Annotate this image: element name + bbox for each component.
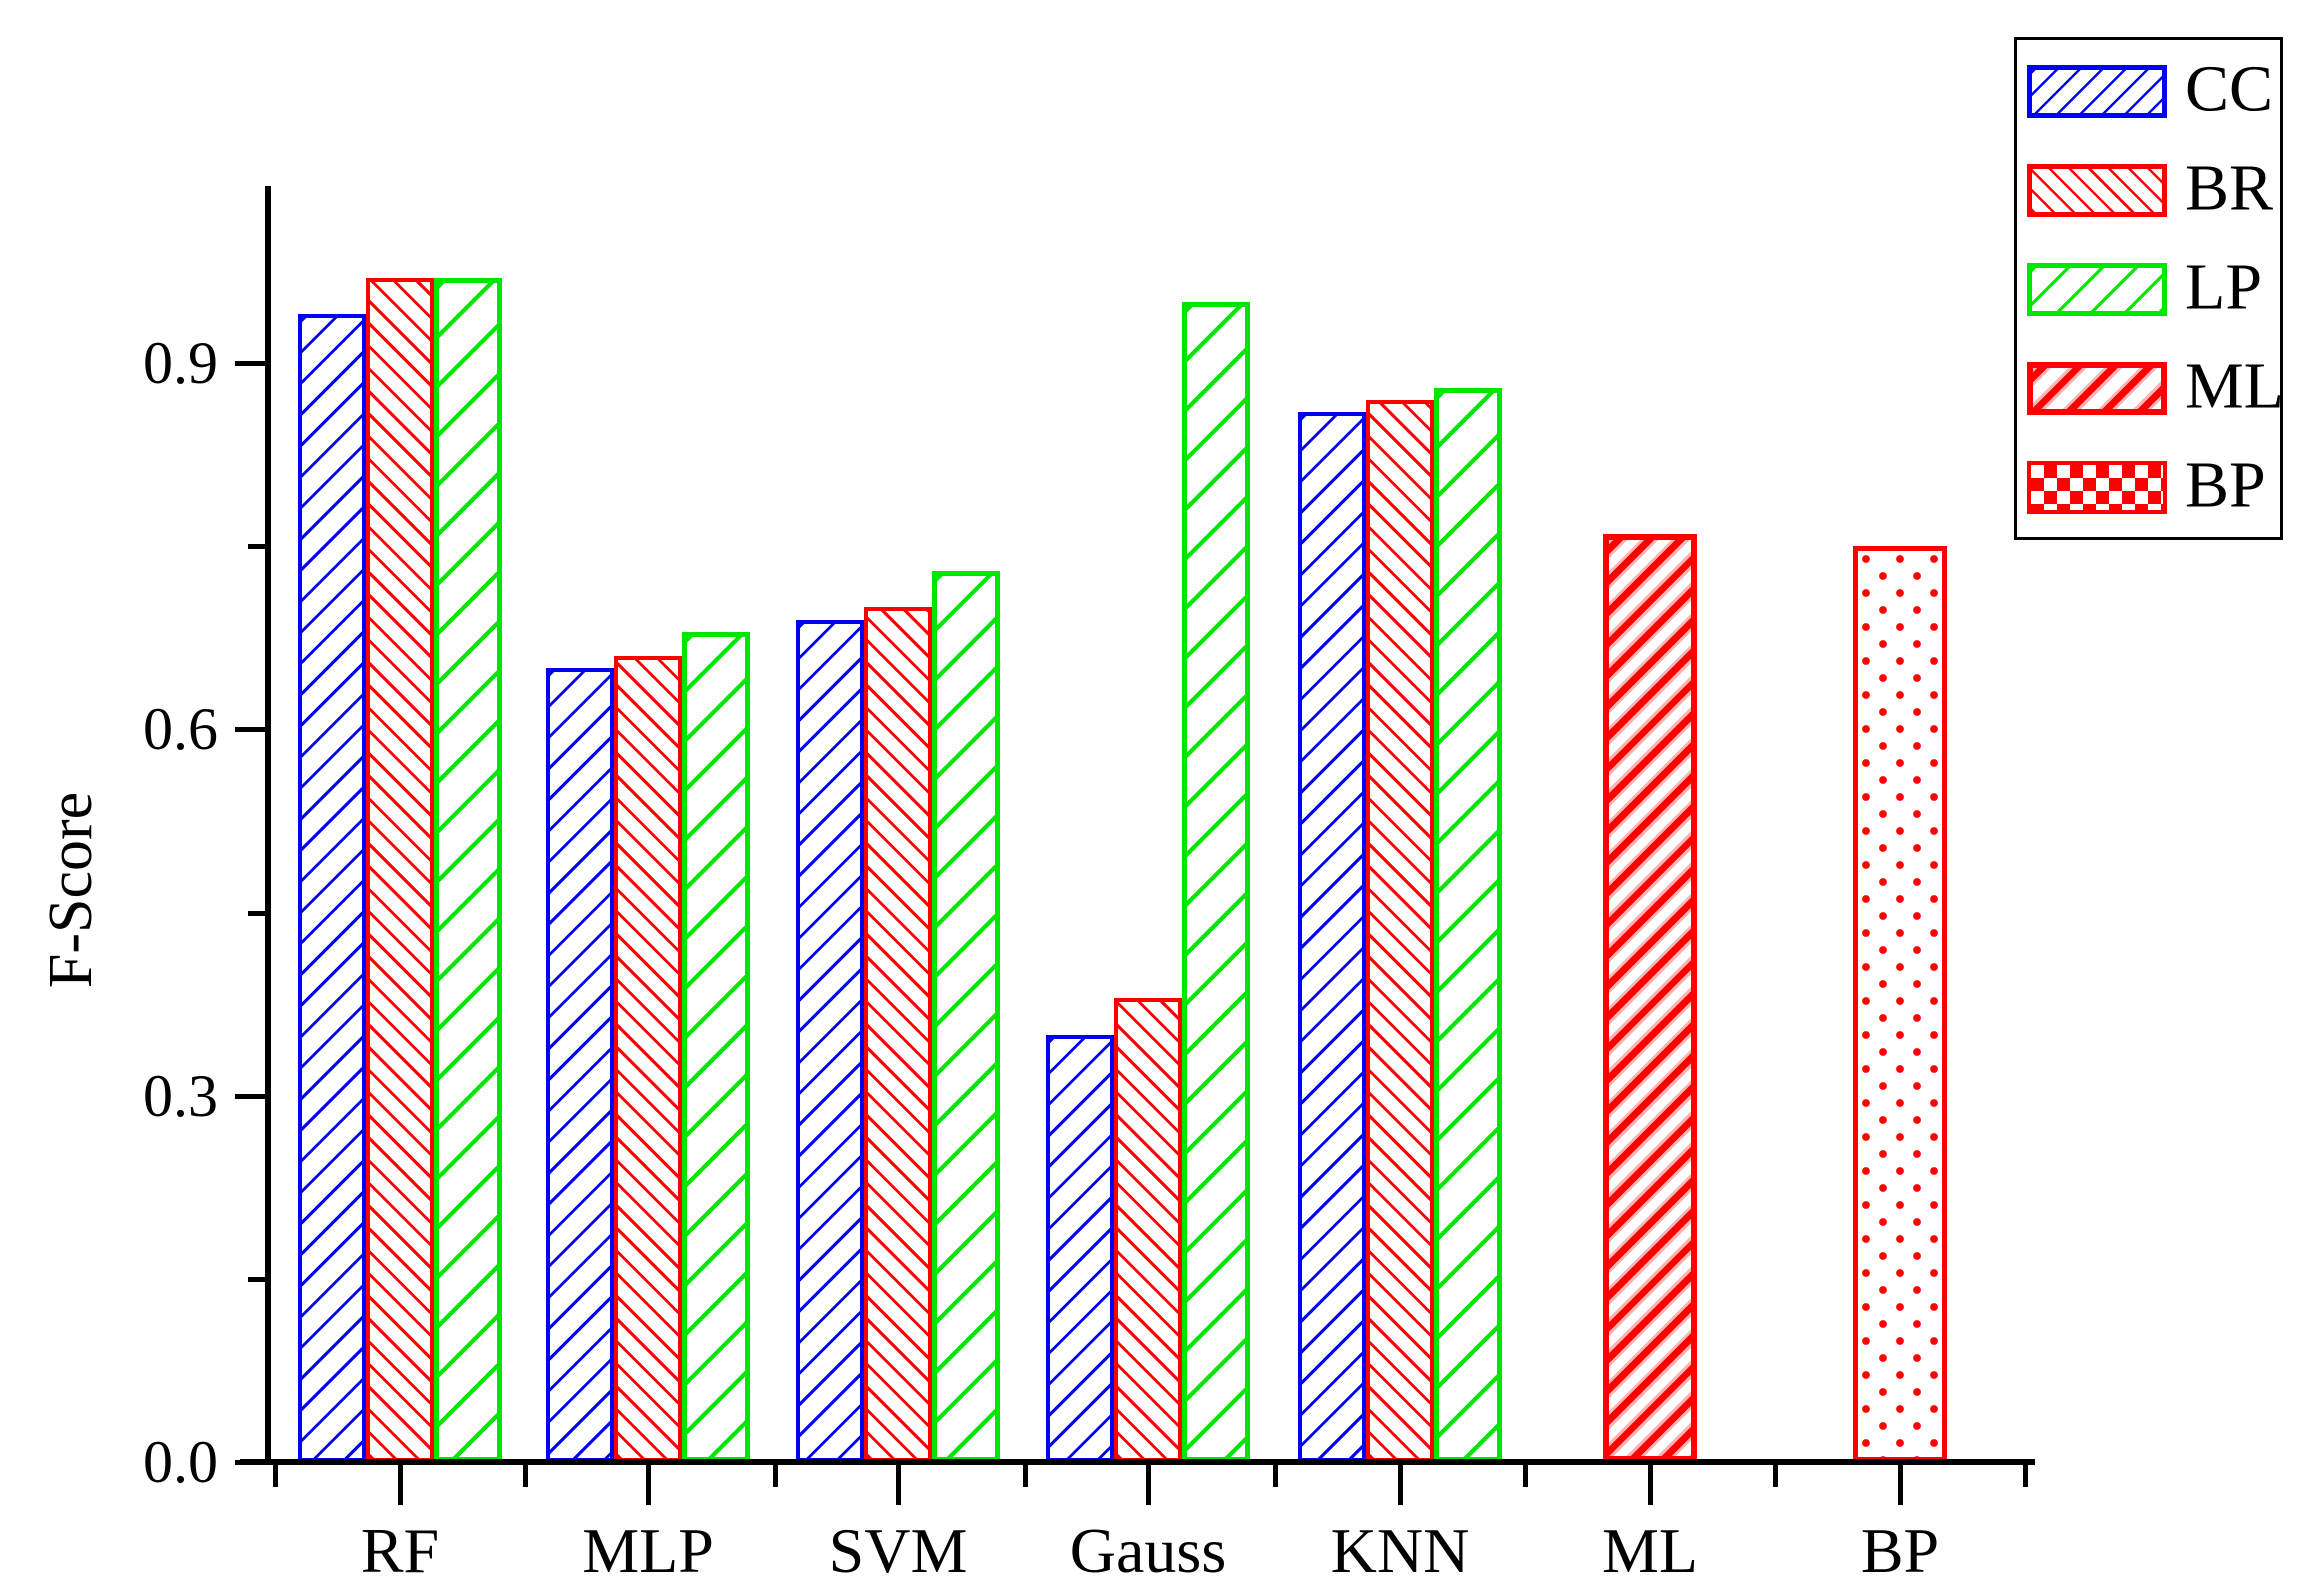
bar-MLP-CC [546, 668, 614, 1462]
x-major-tick-KNN [1397, 1465, 1403, 1505]
y-tick-label-0.6: 0.6 [143, 696, 218, 762]
y-minor-tick-0.45 [248, 910, 265, 916]
x-major-tick-Gauss [1145, 1465, 1151, 1505]
bar-KNN-BR [1366, 400, 1434, 1462]
x-major-tick-ML [1647, 1465, 1653, 1505]
y-major-tick-0.0 [235, 1459, 265, 1465]
bar-Gauss-CC [1046, 1035, 1114, 1462]
legend-label-BR: BR [2185, 150, 2274, 224]
x-minor-tick-1 [522, 1465, 528, 1487]
legend-label-CC: CC [2185, 51, 2274, 125]
x-minor-tick-6 [1772, 1465, 1778, 1487]
bar-RF-LP [434, 278, 502, 1462]
legend-box: CC BR LP ML BP [2014, 37, 2284, 540]
legend-swatch-ml-hatch-icon [2027, 362, 2167, 415]
bar-ML-ML [1603, 534, 1697, 1462]
x-major-tick-MLP [645, 1465, 651, 1505]
y-major-tick-0.9 [235, 360, 265, 366]
bar-RF-BR [366, 278, 434, 1462]
legend-label-LP: LP [2185, 249, 2263, 323]
x-major-tick-SVM [895, 1465, 901, 1505]
legend-entry-LP: LP [2017, 253, 2280, 319]
legend-label-ML: ML [2185, 348, 2284, 422]
bar-Gauss-LP [1182, 302, 1250, 1462]
x-minor-tick-7 [2022, 1465, 2028, 1487]
bar-MLP-LP [682, 632, 750, 1462]
x-major-tick-RF [397, 1465, 403, 1505]
y-major-tick-0.3 [235, 1093, 265, 1099]
legend-swatch-bp-hatch-icon [2027, 461, 2167, 514]
bar-SVM-LP [932, 571, 1000, 1462]
x-minor-tick-2 [772, 1465, 778, 1487]
legend-entry-BP: BP [2017, 451, 2280, 517]
legend-entry-CC: CC [2017, 55, 2280, 121]
x-minor-tick-5 [1522, 1465, 1528, 1487]
legend-swatch-lp-hatch-icon [2027, 263, 2167, 316]
y-major-tick-0.6 [235, 726, 265, 732]
bar-SVM-BR [864, 607, 932, 1462]
y-minor-tick-0.15 [248, 1276, 265, 1282]
y-tick-label-0.3: 0.3 [143, 1063, 218, 1129]
x-minor-tick-3 [1022, 1465, 1028, 1487]
x-tick-label-BP: BP [1860, 1515, 1940, 1586]
bar-MLP-BR [614, 656, 682, 1462]
legend-swatch-cc-hatch-icon [2027, 65, 2167, 118]
y-axis-title: F-Score [37, 791, 105, 989]
legend-swatch-br-hatch-icon [2027, 164, 2167, 217]
y-tick-label-0.0: 0.0 [143, 1429, 218, 1495]
y-tick-label-0.9: 0.9 [143, 330, 218, 396]
x-major-tick-BP [1897, 1465, 1903, 1505]
y-axis-line [265, 186, 271, 1465]
legend-entry-ML: ML [2017, 352, 2284, 418]
x-axis-line [240, 1459, 2035, 1465]
legend-label-BP: BP [2185, 447, 2266, 521]
bar-KNN-LP [1434, 388, 1502, 1462]
y-minor-tick-0.75 [248, 543, 265, 549]
x-minor-tick-0 [272, 1465, 278, 1487]
x-minor-tick-4 [1272, 1465, 1278, 1487]
legend-entry-BR: BR [2017, 154, 2280, 220]
bar-SVM-CC [796, 620, 864, 1462]
bar-Gauss-BR [1114, 998, 1182, 1462]
bar-KNN-CC [1298, 412, 1366, 1462]
bar-BP-BP [1853, 546, 1947, 1462]
bar-RF-CC [298, 314, 366, 1462]
